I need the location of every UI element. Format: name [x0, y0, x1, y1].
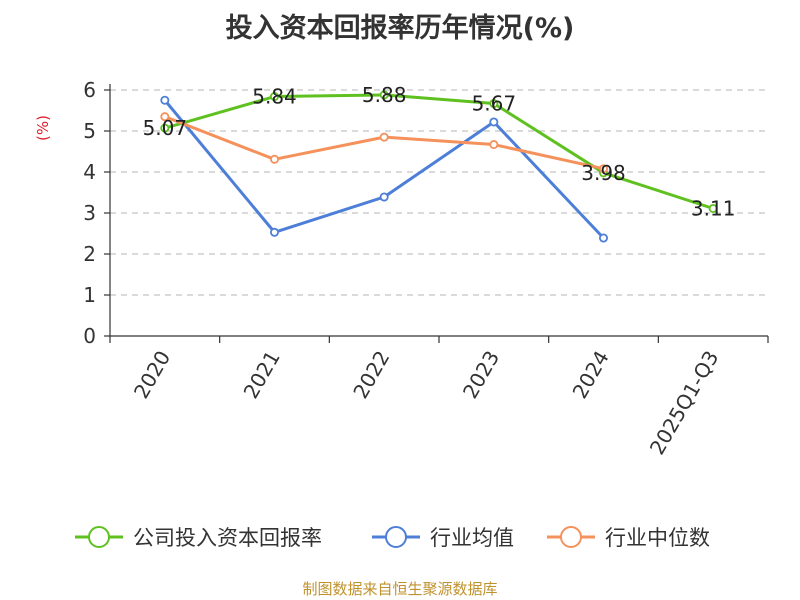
legend-swatch-marker — [385, 526, 407, 548]
label-layer: 5.07 5.84 5.88 5.67 3.98 3.11 — [143, 83, 736, 221]
x-tick-label: 2021 — [239, 347, 285, 403]
series-layer — [160, 90, 718, 243]
x-tick-label: 2020 — [129, 347, 175, 403]
data-label: 5.88 — [362, 83, 407, 107]
x-tick-label: 2023 — [458, 347, 504, 403]
data-label: 3.11 — [691, 196, 736, 220]
data-point — [599, 233, 609, 243]
data-point — [269, 227, 279, 237]
x-tick-label: 2022 — [348, 347, 394, 403]
legend-swatch-marker — [560, 526, 582, 548]
legend-item-label: 行业均值 — [430, 526, 514, 550]
data-point — [160, 123, 170, 133]
series-line-1 — [163, 93, 715, 210]
y-tick-label: 6 — [83, 78, 96, 102]
data-point — [379, 132, 389, 142]
data-point — [379, 90, 389, 100]
y-axis-label: (%) — [34, 115, 52, 141]
data-point — [160, 95, 170, 105]
data-point — [708, 203, 718, 213]
legend-swatch-marker — [88, 526, 110, 548]
data-point — [160, 112, 170, 122]
y-tick-label: 4 — [83, 160, 96, 184]
y-tick-label: 1 — [83, 283, 96, 307]
data-label: 5.07 — [143, 116, 188, 140]
data-point — [489, 140, 499, 150]
data-label: 5.84 — [252, 85, 297, 109]
series-line-3 — [163, 115, 605, 171]
data-point — [489, 99, 499, 109]
legend-item-label: 行业中位数 — [605, 526, 710, 550]
data-point — [269, 92, 279, 102]
data-point — [269, 154, 279, 164]
x-tick-label: 2024 — [568, 347, 614, 403]
y-tick-label: 2 — [83, 242, 96, 266]
data-label: 5.67 — [472, 92, 517, 116]
data-point — [379, 192, 389, 202]
legend-item-label: 公司投入资本回报率 — [133, 526, 322, 550]
series-line-2 — [163, 98, 605, 240]
data-point — [489, 117, 499, 127]
data-label: 3.98 — [581, 161, 626, 185]
y-tick-label: 3 — [83, 201, 96, 225]
x-tick-label: 2025Q1-Q3 — [645, 347, 724, 459]
legend: 公司投入资本回报率 行业均值 行业中位数 — [75, 526, 710, 550]
data-point — [599, 164, 609, 174]
y-tick-label: 5 — [83, 119, 96, 143]
grid-layer — [110, 89, 768, 296]
y-tick-label: 0 — [83, 324, 96, 348]
chart-title: 投入资本回报率历年情况(%) — [225, 13, 575, 44]
source-note: 制图数据来自恒生聚源数据库 — [302, 580, 498, 598]
